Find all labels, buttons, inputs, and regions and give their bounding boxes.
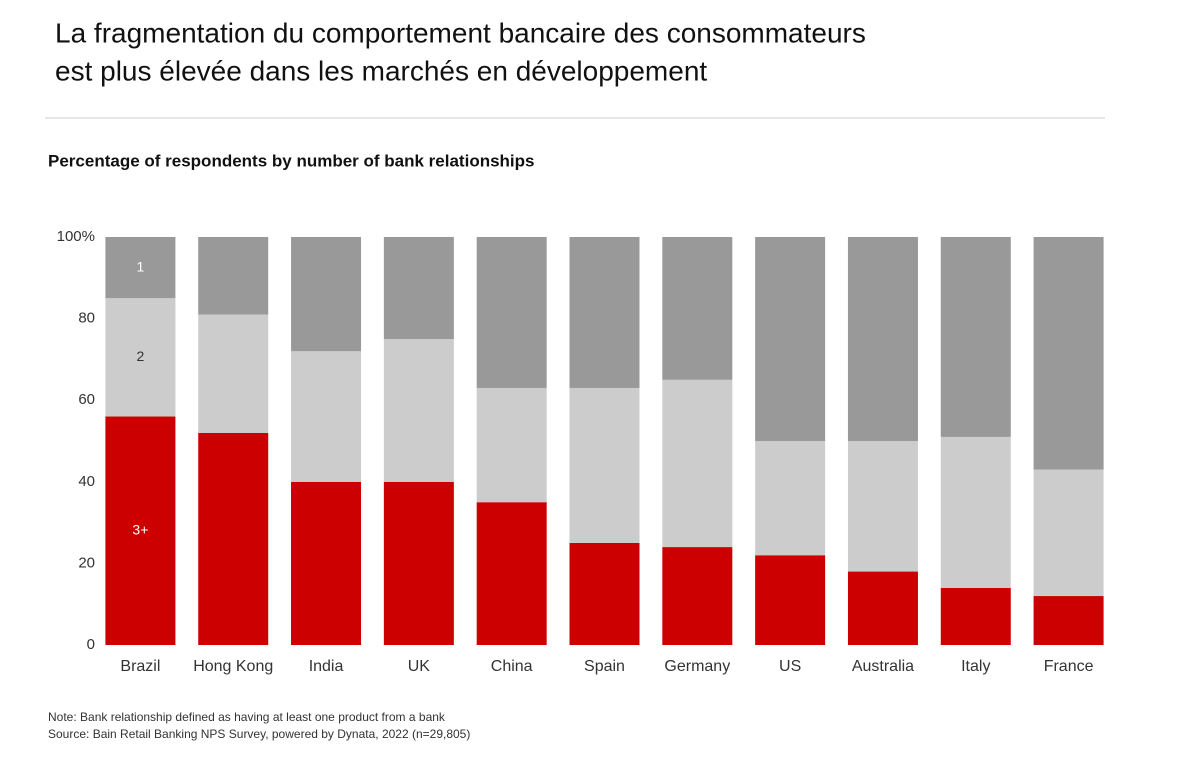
chart-subtitle: Percentage of respondents by number of b… [48,151,534,170]
note: Note: Bank relationship defined as havin… [48,710,446,724]
chart-title: est plus élevée dans les marchés en déve… [55,55,707,86]
x-tick-label: China [491,658,533,675]
x-tick-label: Brazil [120,658,160,675]
bar-segment [291,351,362,482]
y-tick-label: 0 [87,636,95,653]
y-tick-label: 100% [57,228,95,245]
x-tick-label: US [779,658,801,675]
bar-segment [383,339,454,482]
bar-segment [383,481,454,645]
x-tick-label: Spain [584,658,625,675]
x-tick-label: Hong Kong [193,658,273,675]
bar-segment [105,237,176,299]
bar-segment [291,237,362,352]
bar-segment [198,237,269,315]
bar-segment [383,237,454,339]
bar-segment [291,481,362,645]
y-tick-label: 60 [78,391,95,408]
bar-segment [755,237,826,441]
x-tick-label: India [309,658,344,675]
bar-segment [569,543,640,645]
bar-segment [940,587,1011,645]
bar-segment [1033,469,1104,597]
bar-segment [847,237,918,441]
chart-title: La fragmentation du comportement bancair… [55,17,866,48]
bar-segment [198,314,269,433]
bar-segment [1033,596,1104,645]
series-label: 3+ [132,521,148,537]
bar-segment [569,237,640,388]
y-tick-label: 40 [78,473,95,490]
bar-segment [105,298,176,417]
x-tick-label: France [1044,658,1094,675]
bar-segment [1033,237,1104,470]
bar-segment [847,571,918,645]
y-tick-label: 20 [78,554,95,571]
bar-segment [662,547,733,645]
bar-segment [940,436,1011,588]
bar-segment [755,441,826,556]
x-tick-label: Australia [852,658,914,675]
x-tick-label: UK [408,658,431,675]
y-tick-label: 80 [78,310,95,327]
series-label: 2 [137,348,145,364]
bar-segment [662,379,733,548]
bar-segment [569,387,640,543]
source: Source: Bain Retail Banking NPS Survey, … [48,727,470,741]
bar-segment [476,387,547,503]
series-label: 1 [137,258,145,274]
bar-segment [476,237,547,388]
bar-segment [662,237,733,380]
x-tick-label: Germany [664,658,730,675]
x-tick-label: Italy [961,658,990,675]
bar-segment [755,555,826,645]
bar-segment [847,441,918,572]
bar-segment [105,416,176,645]
bar-segment [940,237,1011,437]
bar-segment [198,432,269,645]
bar-segment [476,502,547,645]
